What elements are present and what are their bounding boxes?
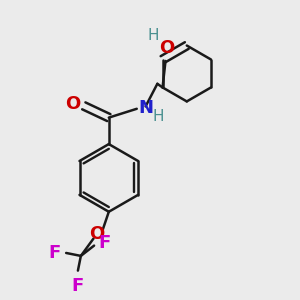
Text: F: F xyxy=(72,277,84,295)
Text: N: N xyxy=(138,99,153,117)
Text: O: O xyxy=(159,39,175,57)
Text: O: O xyxy=(65,95,80,113)
Text: H: H xyxy=(153,109,164,124)
Text: F: F xyxy=(98,234,111,252)
Text: O: O xyxy=(89,225,105,243)
Text: F: F xyxy=(48,244,60,262)
Text: H: H xyxy=(148,28,160,43)
